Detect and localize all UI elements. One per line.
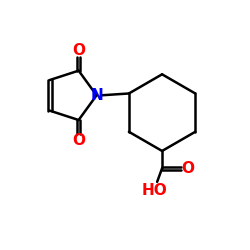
Text: O: O — [72, 43, 85, 58]
Text: O: O — [72, 133, 85, 148]
Text: HO: HO — [142, 183, 168, 198]
Text: O: O — [182, 161, 194, 176]
Text: N: N — [90, 88, 103, 103]
